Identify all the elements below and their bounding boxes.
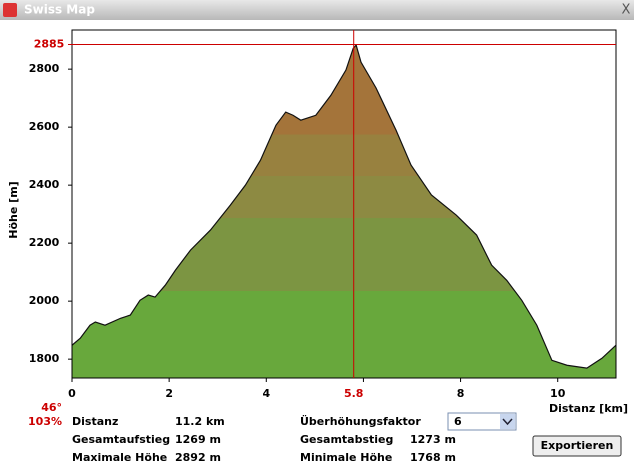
y-tick-label: 2200 bbox=[29, 236, 60, 249]
descent-value: 1273 m bbox=[410, 433, 456, 446]
profile-line bbox=[71, 43, 617, 369]
x-axis-label: Distanz [km] bbox=[549, 402, 628, 415]
close-button[interactable]: X bbox=[622, 3, 631, 18]
y-tick-label: 2400 bbox=[29, 178, 60, 191]
ascent-label: Gesamtaufstieg bbox=[72, 433, 170, 446]
factor-label: Überhöhungsfaktor bbox=[300, 414, 421, 428]
ascent-value: 1269 m bbox=[175, 433, 221, 446]
factor-dropdown[interactable] bbox=[447, 412, 517, 431]
grade-label: 103% bbox=[28, 415, 62, 428]
factor-value: 6 bbox=[454, 415, 462, 428]
app-icon bbox=[3, 3, 17, 17]
cursor-x-box bbox=[339, 386, 368, 402]
dropdown-arrow bbox=[502, 418, 513, 426]
plot-frame bbox=[71, 29, 617, 379]
area-fill bbox=[72, 45, 616, 378]
y-tick-label: 2800 bbox=[29, 62, 60, 75]
max-value: 2892 m bbox=[175, 451, 221, 464]
x-tick-label: 4 bbox=[262, 387, 270, 400]
x-tick-label: 10 bbox=[550, 387, 566, 400]
x-tick-label: 0 bbox=[68, 387, 76, 400]
cursor-x-label: 5.8 bbox=[344, 387, 364, 400]
min-value: 1768 m bbox=[410, 451, 456, 464]
window-title: Swiss Map bbox=[24, 3, 95, 17]
x-tick-label: 2 bbox=[165, 387, 173, 400]
y-tick-label: 2600 bbox=[29, 120, 60, 133]
chart: 1800 2000 2200 2400 2600 2800 0 2 4 6 8 10 Höhe [m] D… bbox=[7, 29, 628, 428]
export-label[interactable]: Exportieren bbox=[541, 439, 614, 452]
x-tick-label: 8 bbox=[457, 387, 465, 400]
cursor-y-label: 2885 bbox=[34, 38, 65, 51]
distance-label: Distanz bbox=[72, 415, 118, 428]
dropdown-arrow-box[interactable] bbox=[500, 414, 515, 429]
export-button[interactable] bbox=[532, 435, 622, 457]
cursor-y-box bbox=[30, 37, 68, 52]
distance-value: 11.2 km bbox=[175, 415, 225, 428]
descent-label: Gesamtabstieg bbox=[300, 433, 393, 446]
min-label: Minimale Höhe bbox=[300, 451, 392, 464]
max-label: Maximale Höhe bbox=[72, 451, 167, 464]
slope-label: 46° bbox=[41, 401, 62, 414]
title-bar bbox=[0, 0, 634, 20]
y-tick-label: 1800 bbox=[29, 352, 60, 365]
y-axis-label: Höhe [m] bbox=[7, 181, 20, 238]
y-tick-label: 2000 bbox=[29, 294, 60, 307]
